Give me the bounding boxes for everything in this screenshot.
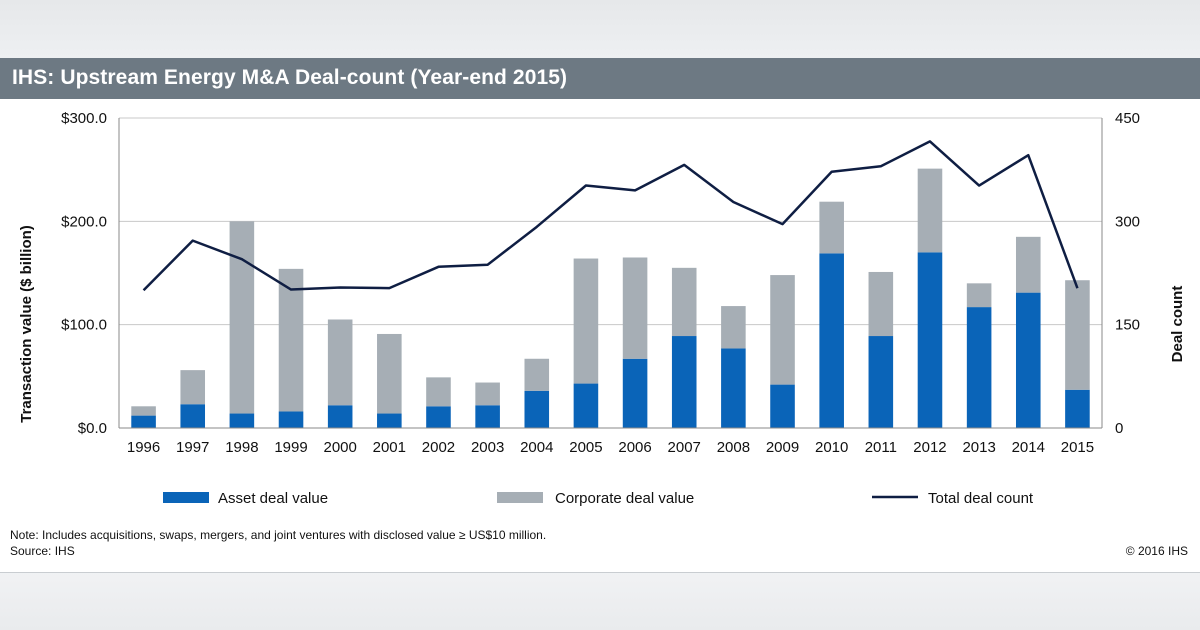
bar-asset xyxy=(1015,292,1041,428)
bar-corporate xyxy=(180,370,206,405)
x-tick-label: 2007 xyxy=(668,439,701,456)
footnote: Note: Includes acquisitions, swaps, merg… xyxy=(10,528,547,542)
bar-asset xyxy=(721,348,746,428)
deal-count-line xyxy=(142,140,1079,292)
chart-card: IHS: Upstream Energy M&A Deal-count (Yea… xyxy=(0,58,1200,573)
bar-asset xyxy=(622,358,648,428)
x-tick-label: 2002 xyxy=(422,439,455,456)
bar-corporate xyxy=(327,319,353,406)
y-tick-label: $300.0 xyxy=(61,110,107,127)
bar-asset xyxy=(377,413,402,428)
legend-label-corporate: Corporate deal value xyxy=(555,490,694,507)
copyright: © 2016 IHS xyxy=(1125,544,1188,558)
y2-tick-label: 150 xyxy=(1115,317,1140,334)
axes xyxy=(118,118,1103,429)
legend-swatch-corporate xyxy=(497,492,543,503)
bar-asset xyxy=(524,390,550,428)
gridlines xyxy=(119,117,1102,326)
legend-label-asset: Asset deal value xyxy=(218,490,328,507)
x-tick-label: 1998 xyxy=(225,439,258,456)
bar-corporate xyxy=(819,201,844,254)
x-tick-label: 2015 xyxy=(1061,439,1094,456)
left-axis-ticks: $0.0 $100.0 $200.0 $300.0 xyxy=(61,110,107,437)
x-tick-label: 2001 xyxy=(373,439,406,456)
y2-tick-label: 450 xyxy=(1115,110,1140,127)
y2-tick-label: 300 xyxy=(1115,213,1140,230)
bar-corporate xyxy=(622,257,648,359)
x-tick-label: 1999 xyxy=(274,439,307,456)
y-axis-title: Transaction value ($ billion) xyxy=(18,225,35,423)
x-tick-label: 2009 xyxy=(766,439,799,456)
x-tick-label: 2010 xyxy=(815,439,848,456)
bar-corporate xyxy=(278,268,304,412)
bar-asset xyxy=(1065,389,1090,428)
x-tick-label: 2000 xyxy=(323,439,356,456)
bar-corporate xyxy=(524,358,550,391)
bar-asset xyxy=(278,411,304,428)
bar-asset xyxy=(475,405,500,428)
bar-corporate xyxy=(966,283,992,308)
bar-corporate xyxy=(917,168,943,253)
title-bar: IHS: Upstream Energy M&A Deal-count (Yea… xyxy=(0,58,1200,99)
right-axis-ticks: 0 150 300 450 xyxy=(1115,110,1140,437)
bar-asset xyxy=(917,252,943,428)
x-axis-ticks: 1996 1997 1998 1999 2000 2001 2002 2003 2004 2005… xyxy=(127,439,1094,456)
bar-asset xyxy=(868,336,894,428)
chart-title: IHS: Upstream Energy M&A Deal-count (Yea… xyxy=(12,66,568,89)
y-tick-label: $100.0 xyxy=(61,317,107,334)
bar-asset xyxy=(327,405,353,428)
source-note: Source: IHS xyxy=(10,544,75,558)
x-tick-label: 2004 xyxy=(520,439,553,456)
bar-corporate xyxy=(131,406,156,416)
x-tick-label: 2014 xyxy=(1012,439,1045,456)
x-tick-label: 2003 xyxy=(471,439,504,456)
x-tick-label: 2005 xyxy=(569,439,602,456)
bar-asset xyxy=(131,415,156,428)
deal-count-polyline xyxy=(142,140,1079,292)
bar-asset xyxy=(180,404,206,428)
y2-tick-label: 0 xyxy=(1115,420,1123,437)
y-tick-label: $200.0 xyxy=(61,213,107,230)
bar-asset xyxy=(573,383,599,428)
bar-corporate xyxy=(475,382,500,406)
bar-corporate xyxy=(1065,280,1090,390)
bar-asset xyxy=(671,336,697,428)
bar-asset xyxy=(426,406,451,428)
x-tick-label: 1997 xyxy=(176,439,209,456)
bar-corporate xyxy=(426,377,451,407)
x-tick-label: 2013 xyxy=(962,439,995,456)
bar-corporate xyxy=(770,275,795,385)
y-tick-label: $0.0 xyxy=(78,420,107,437)
x-tick-label: 2008 xyxy=(717,439,750,456)
bar-corporate xyxy=(1015,236,1041,293)
bar-corporate xyxy=(721,306,746,349)
legend-label-deal-count: Total deal count xyxy=(928,490,1034,507)
bar-corporate xyxy=(573,258,599,384)
legend-swatch-asset xyxy=(163,492,209,503)
bar-asset xyxy=(770,384,795,428)
bar-asset xyxy=(229,413,255,428)
bar-corporate xyxy=(868,271,894,337)
x-tick-label: 2006 xyxy=(618,439,651,456)
bar-corporate xyxy=(377,333,402,414)
x-tick-label: 2011 xyxy=(865,439,897,456)
bars xyxy=(131,168,1090,428)
bar-corporate xyxy=(229,221,255,414)
x-tick-label: 2012 xyxy=(913,439,946,456)
x-tick-label: 1996 xyxy=(127,439,160,456)
bar-asset xyxy=(966,307,992,428)
legend: Asset deal value Corporate deal value To… xyxy=(163,490,1034,507)
y2-axis-title: Deal count xyxy=(1169,286,1186,363)
bar-corporate xyxy=(671,267,697,337)
bar-asset xyxy=(819,253,844,428)
